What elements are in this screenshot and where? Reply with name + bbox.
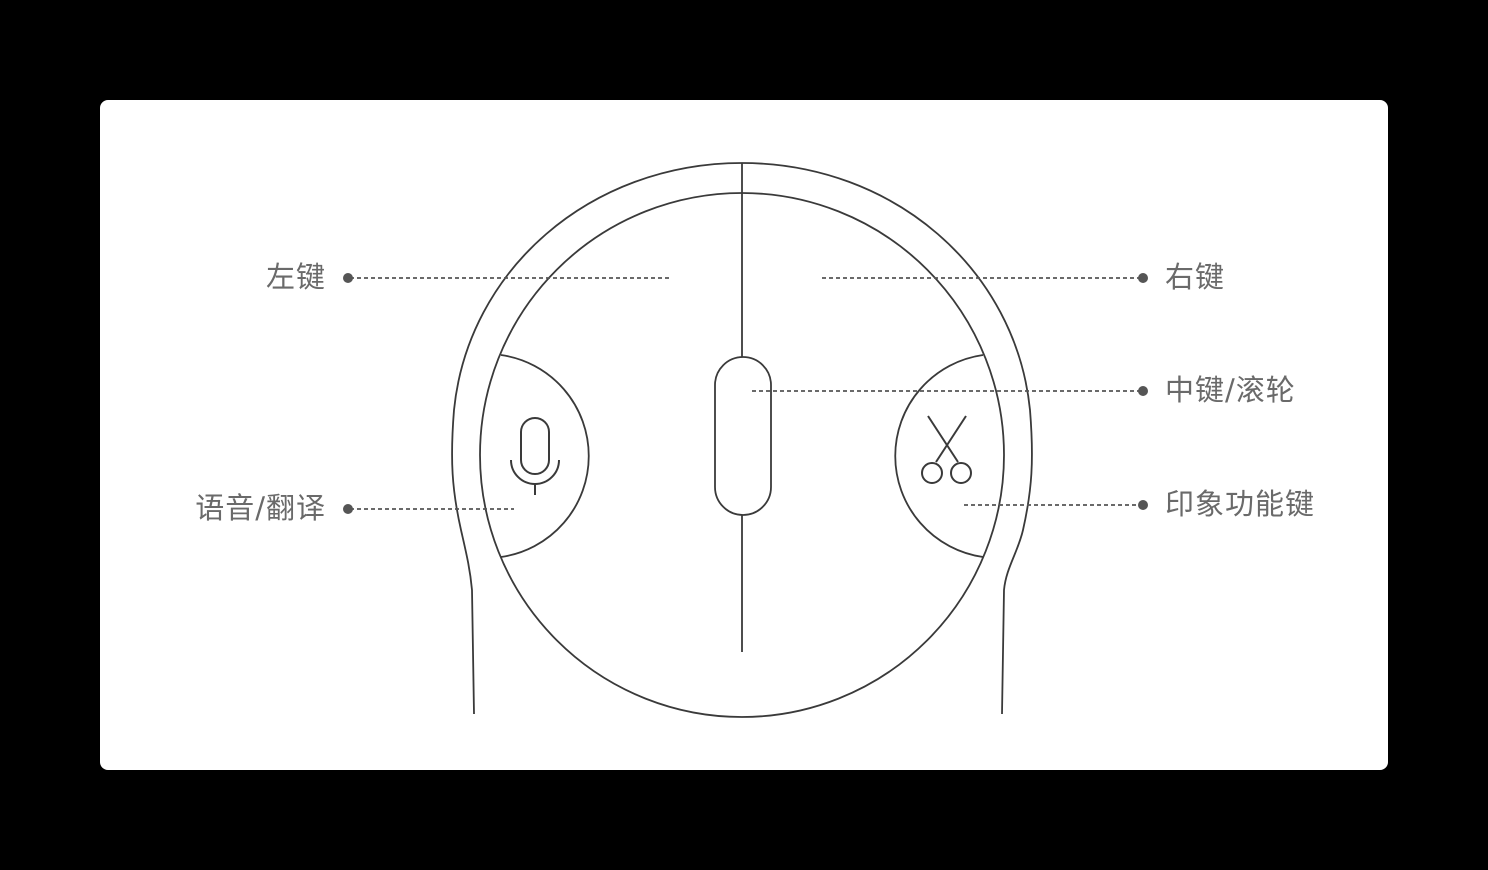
scissors-icon [921, 415, 972, 484]
leader-dot-right-button [1138, 273, 1148, 283]
label-left-button: 左键 [265, 260, 326, 294]
leader-dot-voice [343, 504, 353, 514]
label-impression-key: 印象功能键 [1165, 487, 1316, 521]
label-voice-translate: 语音/翻译 [195, 491, 326, 525]
impression-side-button[interactable] [894, 354, 984, 558]
label-right-button: 右键 [1165, 260, 1226, 294]
leader-dot-middle-button [1138, 386, 1148, 396]
scroll-wheel[interactable] [714, 356, 772, 516]
leader-dot-left-button [343, 273, 353, 283]
label-middle-button: 中键/滚轮 [1165, 373, 1296, 407]
microphone-icon [510, 417, 560, 495]
leader-dot-impression [1138, 500, 1148, 510]
voice-side-button[interactable] [500, 354, 590, 558]
